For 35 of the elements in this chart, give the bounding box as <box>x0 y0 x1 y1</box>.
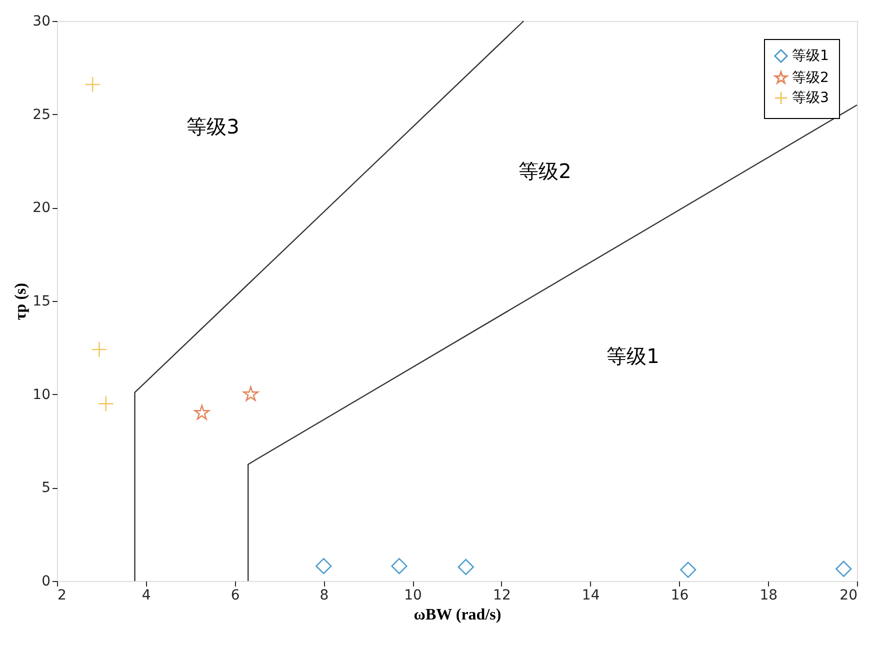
point <box>836 560 852 577</box>
x-tick-label: 10 <box>404 588 422 604</box>
point <box>391 558 408 574</box>
x-tick-label: 16 <box>670 588 689 604</box>
y-tick-label: 25 <box>32 106 50 123</box>
x-axis-title: ωBW (rad/s) <box>414 606 502 624</box>
x-tick-label: 2 <box>58 588 66 604</box>
annotation: 等级2 <box>518 159 572 184</box>
legend-label: 等级3 <box>792 90 829 106</box>
annotation: 等级1 <box>606 344 660 368</box>
y-tick-label: 5 <box>42 480 50 496</box>
point <box>194 404 210 420</box>
x-tick-label: 14 <box>582 588 600 604</box>
annotation: 等级3 <box>186 114 240 138</box>
x-tick-label: 6 <box>230 588 240 604</box>
x-tick-label: 18 <box>760 588 778 604</box>
x-tick-label: 12 <box>493 588 511 604</box>
point <box>458 558 474 576</box>
y-axis-title: τp (s) <box>12 282 30 320</box>
y-tick-label: 30 <box>32 14 50 30</box>
legend-label: 等级2 <box>792 70 829 86</box>
legend-label: 等级1 <box>792 48 829 64</box>
y-tick-label: 15 <box>32 294 50 310</box>
x-tick-label: 8 <box>320 588 329 604</box>
x-tick-label: 4 <box>142 588 151 604</box>
point <box>84 76 101 93</box>
x-tick-label: 20 <box>840 588 858 604</box>
point <box>243 386 258 401</box>
point <box>91 341 108 358</box>
point <box>680 562 696 578</box>
y-tick-label: 0 <box>42 574 50 590</box>
point <box>98 396 114 412</box>
point <box>316 558 332 574</box>
y-tick-label: 20 <box>32 200 50 216</box>
y-tick-label: 10 <box>32 386 50 403</box>
